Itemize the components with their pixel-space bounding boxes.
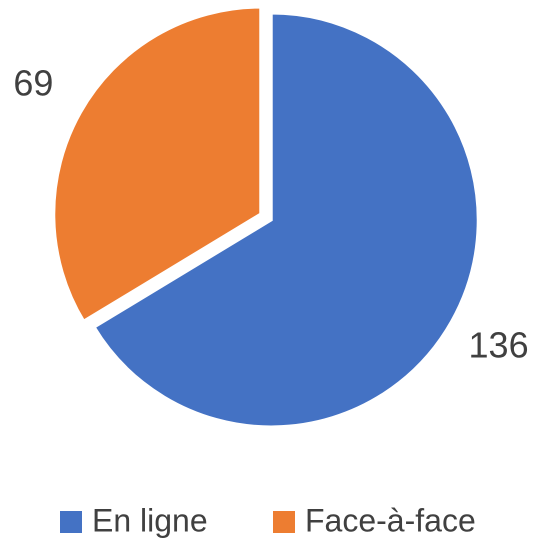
legend-label: En ligne [92,502,208,538]
legend-label: Face-à-face [305,502,476,538]
legend-swatch [273,511,295,533]
data-label: 69 [13,62,53,103]
pie-slice [52,5,263,324]
data-label: 136 [469,325,529,366]
pie-slice [92,11,480,429]
legend-swatch [60,511,82,533]
